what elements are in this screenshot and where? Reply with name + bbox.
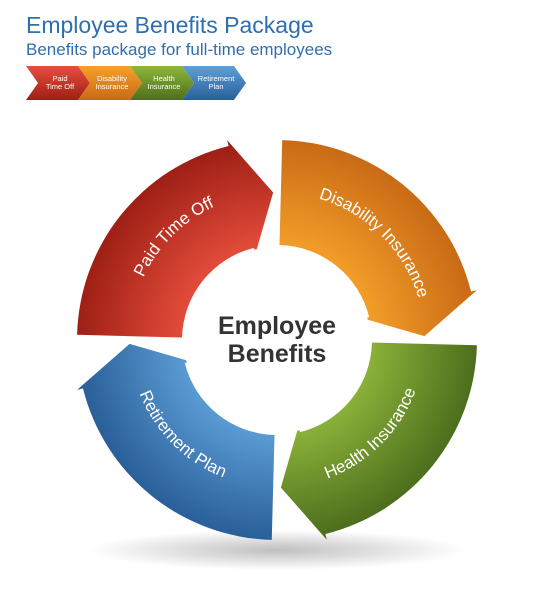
legend-item: RetirementPlan <box>182 66 246 100</box>
legend-label: PaidTime Off <box>38 75 78 92</box>
legend-label: DisabilityInsurance <box>88 75 133 92</box>
page-title: Employee Benefits Package <box>26 12 314 39</box>
ring-chart-svg: Paid Time OffDisability InsuranceHealth … <box>47 110 507 600</box>
page-subtitle: Benefits package for full-time employees <box>26 40 332 60</box>
ring-center-label: Benefits <box>228 340 327 368</box>
legend-bar: PaidTime Off DisabilityInsurance HealthIns… <box>26 66 246 100</box>
legend-label: RetirementPlan <box>190 75 239 92</box>
chart-shadow <box>87 530 467 570</box>
ring-chart: Paid Time OffDisability InsuranceHealth … <box>0 110 554 590</box>
ring-center-label: Employee <box>218 312 336 340</box>
legend-label: HealthInsurance <box>140 75 185 92</box>
page: Employee Benefits Package Benefits packa… <box>0 0 554 600</box>
